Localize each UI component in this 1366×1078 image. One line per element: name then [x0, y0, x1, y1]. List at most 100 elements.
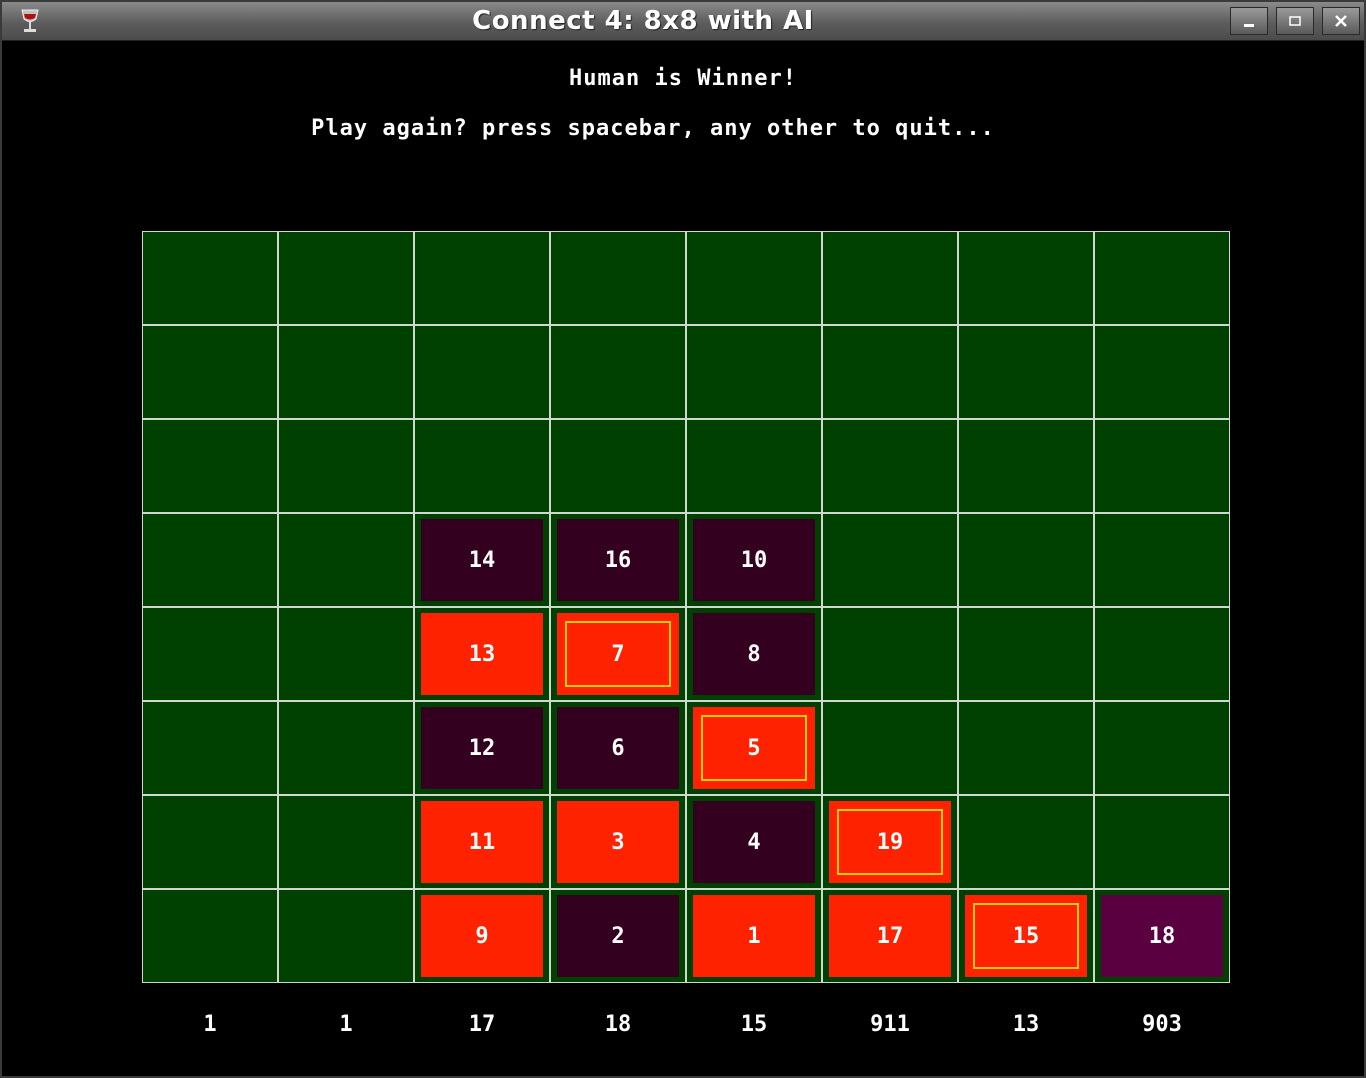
disc: 14 — [421, 519, 543, 601]
board-cell[interactable] — [958, 325, 1094, 419]
column-score: 1 — [203, 1012, 217, 1037]
board-cell[interactable] — [686, 325, 822, 419]
board-cell[interactable]: 15 — [958, 889, 1094, 983]
board-cell[interactable] — [1094, 701, 1230, 795]
disc: 11 — [421, 801, 543, 883]
disc: 1 — [693, 895, 815, 977]
board-cell[interactable]: 3 — [550, 795, 686, 889]
board-cell[interactable] — [142, 701, 278, 795]
board-cell[interactable] — [822, 701, 958, 795]
board-cell[interactable] — [686, 231, 822, 325]
board-cell[interactable]: 18 — [1094, 889, 1230, 983]
board-cell[interactable] — [414, 419, 550, 513]
board-cell[interactable]: 5 — [686, 701, 822, 795]
disc: 3 — [557, 801, 679, 883]
board-cell[interactable] — [822, 607, 958, 701]
board-cell[interactable] — [142, 419, 278, 513]
winner-message: Human is Winner! — [569, 66, 797, 91]
board-cell[interactable] — [958, 607, 1094, 701]
winning-disc: 19 — [829, 801, 951, 883]
winning-disc: 5 — [693, 707, 815, 789]
board-cell[interactable] — [278, 701, 414, 795]
board-cell[interactable]: 16 — [550, 513, 686, 607]
column-score: 903 — [1142, 1012, 1182, 1037]
play-again-prompt: Play again? press spacebar, any other to… — [311, 116, 995, 141]
disc: 6 — [557, 707, 679, 789]
board-cell[interactable]: 10 — [686, 513, 822, 607]
board-cell[interactable] — [142, 889, 278, 983]
column-score: 1 — [339, 1012, 353, 1037]
board-cell[interactable] — [958, 795, 1094, 889]
board-cell[interactable] — [1094, 607, 1230, 701]
board-cell[interactable] — [1094, 325, 1230, 419]
board-cell[interactable] — [958, 231, 1094, 325]
board-cell[interactable]: 17 — [822, 889, 958, 983]
board-cell[interactable] — [958, 419, 1094, 513]
board-cell[interactable]: 11 — [414, 795, 550, 889]
disc: 8 — [693, 613, 815, 695]
board-cell[interactable] — [822, 325, 958, 419]
board-cell[interactable] — [822, 513, 958, 607]
board-cell[interactable]: 1 — [686, 889, 822, 983]
disc: 13 — [421, 613, 543, 695]
board-cell[interactable] — [278, 419, 414, 513]
game-board[interactable]: 14 16 10 13 7 8 12 6 5 11 3 4 19 9 2 1 17 15 18 — [142, 231, 1230, 983]
window-title: Connect 4: 8x8 with AI — [472, 6, 814, 36]
disc: 9 — [421, 895, 543, 977]
minimize-button[interactable] — [1230, 7, 1268, 35]
disc: 16 — [557, 519, 679, 601]
board-cell[interactable] — [278, 889, 414, 983]
minimize-icon — [1244, 24, 1254, 27]
board-cell[interactable]: 13 — [414, 607, 550, 701]
board-cell[interactable]: 12 — [414, 701, 550, 795]
disc: 4 — [693, 801, 815, 883]
disc: 17 — [829, 895, 951, 977]
board-cell[interactable] — [142, 795, 278, 889]
board-cell[interactable]: 4 — [686, 795, 822, 889]
board-cell[interactable] — [142, 325, 278, 419]
board-cell[interactable]: 7 — [550, 607, 686, 701]
board-cell[interactable]: 9 — [414, 889, 550, 983]
board-cell[interactable] — [278, 325, 414, 419]
board-cell[interactable] — [1094, 795, 1230, 889]
board-cell[interactable] — [550, 231, 686, 325]
wine-glass-icon[interactable] — [10, 7, 50, 35]
disc: 10 — [693, 519, 815, 601]
board-cell[interactable] — [686, 419, 822, 513]
board-cell[interactable] — [1094, 419, 1230, 513]
board-cell[interactable] — [1094, 231, 1230, 325]
close-button[interactable] — [1322, 7, 1360, 35]
board-cell[interactable] — [822, 419, 958, 513]
board-cell[interactable]: 19 — [822, 795, 958, 889]
board-cell[interactable] — [1094, 513, 1230, 607]
board-cell[interactable] — [550, 419, 686, 513]
close-icon — [1335, 15, 1347, 27]
board-cell[interactable] — [142, 513, 278, 607]
disc: 18 — [1101, 895, 1223, 977]
maximize-button[interactable] — [1276, 7, 1314, 35]
column-score: 911 — [870, 1012, 910, 1037]
board-cell[interactable] — [142, 231, 278, 325]
board-cell[interactable] — [278, 607, 414, 701]
board-cell[interactable] — [142, 607, 278, 701]
maximize-icon — [1289, 16, 1301, 26]
board-cell[interactable] — [278, 231, 414, 325]
board-cell[interactable] — [278, 795, 414, 889]
column-score: 13 — [1012, 1012, 1040, 1037]
board-cell[interactable]: 6 — [550, 701, 686, 795]
board-cell[interactable]: 8 — [686, 607, 822, 701]
board-cell[interactable] — [822, 231, 958, 325]
board-cell[interactable] — [278, 513, 414, 607]
board-cell[interactable] — [414, 231, 550, 325]
board-cell[interactable] — [414, 325, 550, 419]
winning-disc: 15 — [965, 895, 1087, 977]
board-cell[interactable]: 2 — [550, 889, 686, 983]
disc: 12 — [421, 707, 543, 789]
board-cell[interactable]: 14 — [414, 513, 550, 607]
board-cell[interactable] — [550, 325, 686, 419]
title-bar[interactable]: Connect 4: 8x8 with AI — [2, 2, 1364, 41]
board-cell[interactable] — [958, 513, 1094, 607]
board-cell[interactable] — [958, 701, 1094, 795]
column-score: 18 — [604, 1012, 632, 1037]
disc: 2 — [557, 895, 679, 977]
